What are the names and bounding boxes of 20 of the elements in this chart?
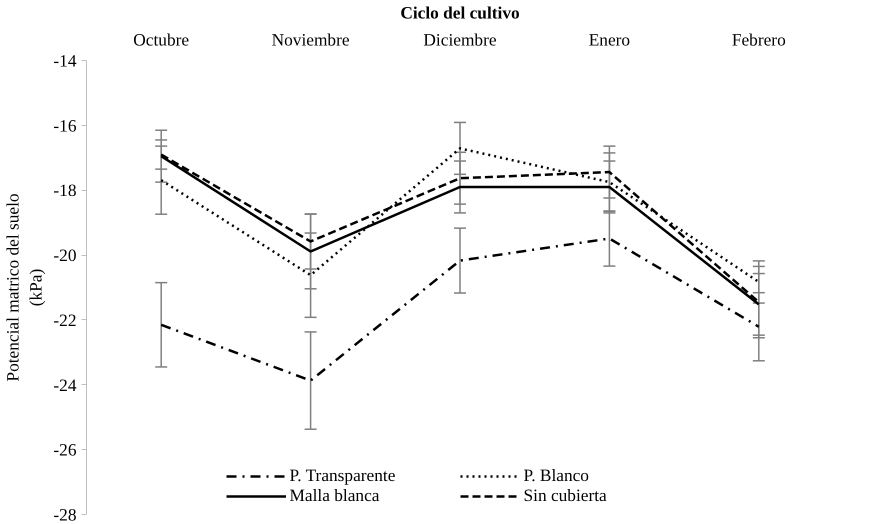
y-axis-title: Potencial matrico del suelo (kPa) <box>4 193 46 382</box>
x-tick-label: Noviembre <box>272 30 350 50</box>
x-tick-label: Diciembre <box>423 30 497 50</box>
y-tick-label: -18 <box>53 181 77 200</box>
legend-label: P. Blanco <box>524 466 590 486</box>
x-axis-title: Ciclo del cultivo <box>400 4 520 22</box>
x-tick-label: Octubre <box>133 30 190 50</box>
y-tick-label: -20 <box>53 246 77 266</box>
y-tick-label: -28 <box>53 506 77 524</box>
y-tick-label: -26 <box>53 440 77 460</box>
y-tick-label: -22 <box>53 310 77 330</box>
line-series <box>160 237 760 382</box>
x-tick-label: Enero <box>588 30 630 50</box>
y-tick-label: -16 <box>53 116 77 136</box>
y-tick-label: -14 <box>53 52 77 70</box>
legend-label: Malla blanca <box>290 486 380 506</box>
y-tick-label: -24 <box>53 376 77 395</box>
x-tick-label: Febrero <box>732 30 786 50</box>
legend-label: Sin cubierta <box>524 486 608 506</box>
legend-label: P. Transparente <box>290 466 396 486</box>
